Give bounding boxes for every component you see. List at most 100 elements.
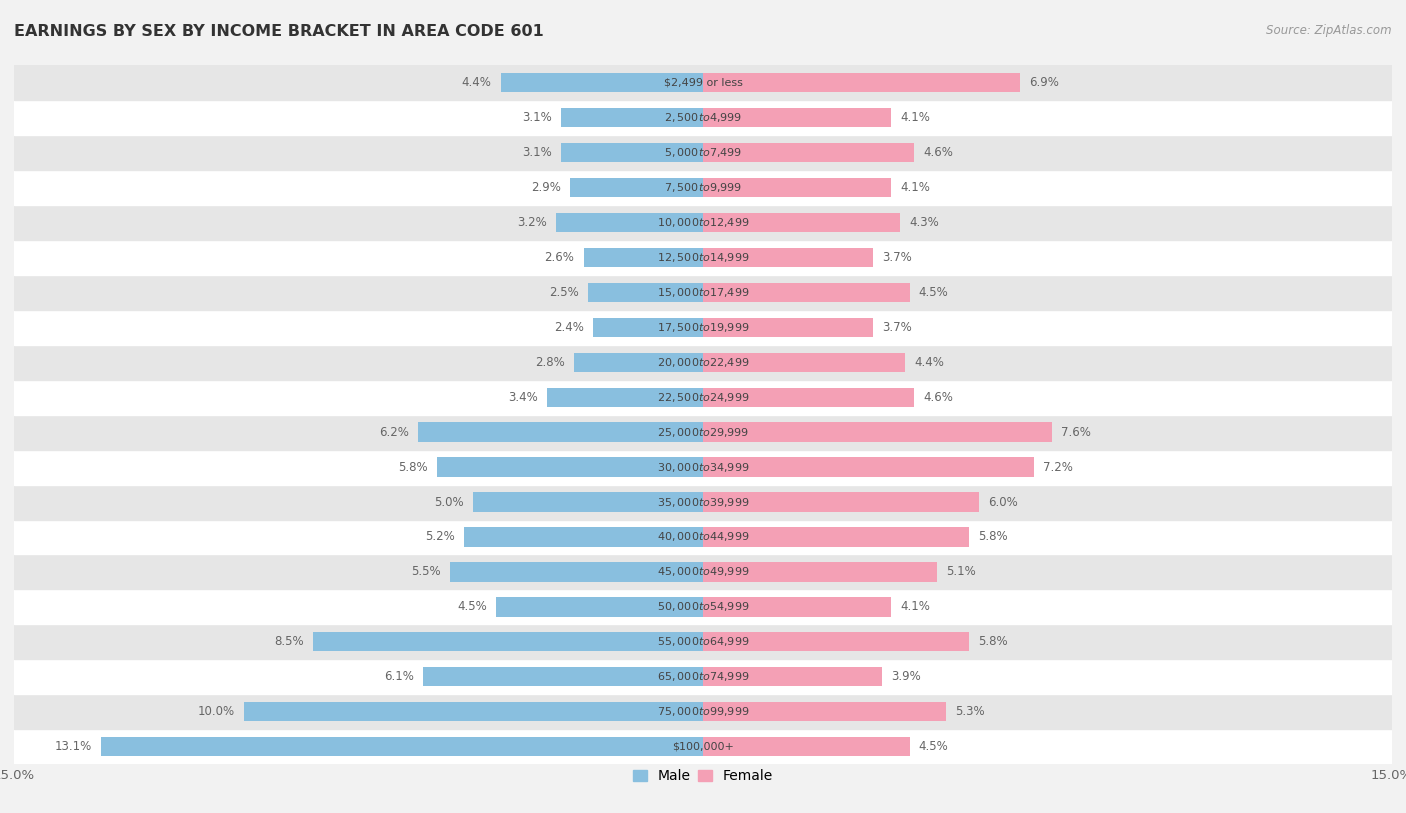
Bar <box>561 143 703 162</box>
Text: 4.4%: 4.4% <box>914 356 945 368</box>
Text: 6.2%: 6.2% <box>380 426 409 438</box>
Bar <box>703 213 900 232</box>
Bar <box>703 563 938 581</box>
Bar <box>703 353 905 372</box>
Bar <box>464 528 703 546</box>
Bar <box>496 598 703 616</box>
Bar <box>703 248 873 267</box>
Bar <box>14 345 1392 380</box>
Text: 4.1%: 4.1% <box>900 111 931 124</box>
Text: 7.6%: 7.6% <box>1062 426 1091 438</box>
Bar <box>14 415 1392 450</box>
Bar <box>703 702 946 721</box>
Bar <box>703 283 910 302</box>
Text: 2.9%: 2.9% <box>530 181 561 193</box>
Bar <box>703 73 1019 92</box>
Text: 6.1%: 6.1% <box>384 671 413 683</box>
Bar <box>14 275 1392 310</box>
Bar <box>14 240 1392 275</box>
Text: 2.5%: 2.5% <box>550 286 579 298</box>
Text: 6.0%: 6.0% <box>988 496 1018 508</box>
Bar <box>312 633 703 651</box>
Text: $75,000 to $99,999: $75,000 to $99,999 <box>657 706 749 718</box>
Bar <box>501 73 703 92</box>
Text: 4.6%: 4.6% <box>924 391 953 403</box>
Bar <box>588 283 703 302</box>
Bar <box>243 702 703 721</box>
Bar <box>703 458 1033 476</box>
Text: 8.5%: 8.5% <box>274 636 304 648</box>
Bar <box>575 353 703 372</box>
Bar <box>14 554 1392 589</box>
Text: $12,500 to $14,999: $12,500 to $14,999 <box>657 251 749 263</box>
Bar <box>418 423 703 441</box>
Text: 5.3%: 5.3% <box>956 706 986 718</box>
Bar <box>703 318 873 337</box>
Bar <box>423 667 703 686</box>
Text: 3.7%: 3.7% <box>882 251 912 263</box>
Text: $7,500 to $9,999: $7,500 to $9,999 <box>664 181 742 193</box>
Text: 5.0%: 5.0% <box>434 496 464 508</box>
Bar <box>593 318 703 337</box>
Text: 3.4%: 3.4% <box>508 391 537 403</box>
Bar <box>14 135 1392 170</box>
Bar <box>14 659 1392 694</box>
Bar <box>101 737 703 756</box>
Bar <box>703 598 891 616</box>
Text: 4.4%: 4.4% <box>461 76 492 89</box>
Text: $2,500 to $4,999: $2,500 to $4,999 <box>664 111 742 124</box>
Bar <box>474 493 703 511</box>
Text: 3.9%: 3.9% <box>891 671 921 683</box>
Bar <box>703 178 891 197</box>
Bar <box>555 213 703 232</box>
Text: 6.9%: 6.9% <box>1029 76 1059 89</box>
Text: $17,500 to $19,999: $17,500 to $19,999 <box>657 321 749 333</box>
Text: 2.8%: 2.8% <box>536 356 565 368</box>
Text: $50,000 to $54,999: $50,000 to $54,999 <box>657 601 749 613</box>
Text: 2.4%: 2.4% <box>554 321 583 333</box>
Text: $100,000+: $100,000+ <box>672 741 734 752</box>
Bar <box>14 170 1392 205</box>
Bar <box>561 108 703 127</box>
Bar <box>547 388 703 406</box>
Text: $10,000 to $12,499: $10,000 to $12,499 <box>657 216 749 228</box>
Text: 3.1%: 3.1% <box>522 111 551 124</box>
Text: 5.2%: 5.2% <box>425 531 456 543</box>
Text: 4.5%: 4.5% <box>920 286 949 298</box>
Bar <box>583 248 703 267</box>
Bar <box>14 65 1392 100</box>
Text: 5.8%: 5.8% <box>398 461 427 473</box>
Bar <box>703 633 969 651</box>
Text: 4.6%: 4.6% <box>924 146 953 159</box>
Text: $2,499 or less: $2,499 or less <box>664 77 742 88</box>
Text: 3.2%: 3.2% <box>517 216 547 228</box>
Text: $5,000 to $7,499: $5,000 to $7,499 <box>664 146 742 159</box>
Text: 4.5%: 4.5% <box>920 741 949 753</box>
Text: 5.5%: 5.5% <box>412 566 441 578</box>
Text: $35,000 to $39,999: $35,000 to $39,999 <box>657 496 749 508</box>
Bar <box>569 178 703 197</box>
Text: $45,000 to $49,999: $45,000 to $49,999 <box>657 566 749 578</box>
Text: Source: ZipAtlas.com: Source: ZipAtlas.com <box>1267 24 1392 37</box>
Bar <box>703 388 914 406</box>
Text: 3.7%: 3.7% <box>882 321 912 333</box>
Text: 4.5%: 4.5% <box>457 601 486 613</box>
Text: 4.1%: 4.1% <box>900 601 931 613</box>
Bar <box>14 520 1392 554</box>
Bar <box>437 458 703 476</box>
Text: 5.1%: 5.1% <box>946 566 976 578</box>
Bar <box>703 493 979 511</box>
Text: 3.1%: 3.1% <box>522 146 551 159</box>
Legend: Male, Female: Male, Female <box>627 763 779 789</box>
Bar <box>14 485 1392 520</box>
Bar <box>14 205 1392 240</box>
Bar <box>14 624 1392 659</box>
Bar <box>14 694 1392 729</box>
Bar <box>703 143 914 162</box>
Bar <box>703 737 910 756</box>
Text: $15,000 to $17,499: $15,000 to $17,499 <box>657 286 749 298</box>
Bar <box>14 589 1392 624</box>
Bar <box>14 100 1392 135</box>
Text: 5.8%: 5.8% <box>979 636 1008 648</box>
Text: $65,000 to $74,999: $65,000 to $74,999 <box>657 671 749 683</box>
